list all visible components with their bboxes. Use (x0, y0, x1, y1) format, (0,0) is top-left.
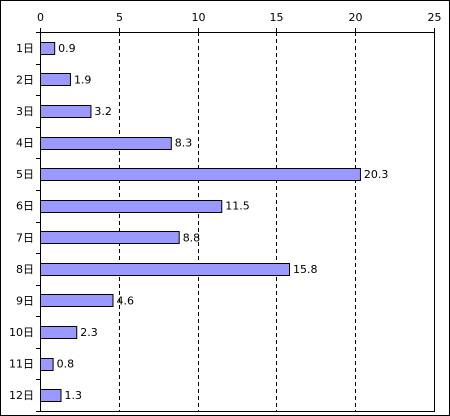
x-tick-label: 25 (428, 11, 442, 24)
gridlines (119, 32, 356, 411)
bar (40, 326, 78, 339)
bar (40, 231, 180, 244)
bar (40, 105, 92, 118)
y-tick-label: 12日 (9, 389, 34, 402)
data-label: 11.5 (225, 200, 250, 213)
data-label: 8.8 (183, 231, 201, 244)
data-label: 3.2 (94, 105, 112, 118)
y-tick-label: 1日 (16, 42, 34, 55)
bar (40, 168, 361, 181)
x-tick-label: 5 (116, 11, 123, 24)
data-label: 20.3 (364, 168, 389, 181)
plot-area-frame (40, 32, 435, 412)
y-tick-label: 8日 (16, 263, 34, 276)
y-tick-label: 11日 (9, 358, 34, 371)
bar (40, 200, 223, 213)
data-label: 4.6 (116, 294, 134, 307)
data-label: 15.8 (293, 263, 318, 276)
x-tick-label: 15 (270, 11, 284, 24)
bar (40, 42, 56, 55)
bar (40, 137, 172, 150)
bars (40, 42, 361, 402)
bar (40, 263, 291, 276)
bar (40, 294, 114, 307)
x-tick-label: 20 (349, 11, 363, 24)
y-tick-label: 7日 (16, 231, 34, 244)
y-tick-label: 9日 (16, 294, 34, 307)
y-tick-label: 3日 (16, 105, 34, 118)
y-tick-label: 4日 (16, 137, 34, 150)
y-axis-ticks: 1日 2日 3日 4日 5日 6日 7日 8日 9日 10日 11日 12日 (9, 32, 40, 412)
x-tick-label: 0 (37, 11, 44, 24)
data-label: 1.9 (74, 73, 92, 86)
y-tick-label: 10日 (9, 326, 34, 339)
x-axis-ticks: 0 5 10 15 20 25 (37, 11, 442, 32)
bar (40, 358, 54, 371)
data-label: 2.3 (80, 326, 98, 339)
data-label: 0.8 (57, 358, 75, 371)
bar (40, 73, 71, 86)
y-tick-label: 5日 (16, 168, 34, 181)
data-label: 0.9 (58, 42, 76, 55)
x-tick-label: 10 (192, 11, 206, 24)
data-label: 8.3 (175, 137, 193, 150)
y-tick-label: 2日 (16, 73, 34, 86)
bar (40, 389, 62, 402)
y-tick-label: 6日 (16, 200, 34, 213)
value-labels: 0.9 1.9 3.2 8.3 20.3 11.5 8.8 15.8 4.6 2.3 0.8 1.3 (57, 42, 389, 402)
data-label: 1.3 (64, 389, 82, 402)
